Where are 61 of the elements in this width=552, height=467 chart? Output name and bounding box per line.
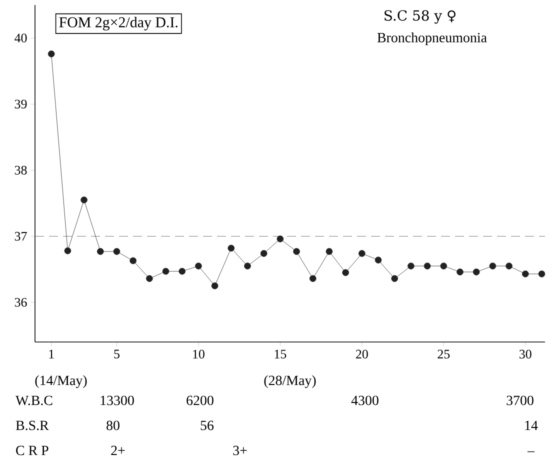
text: –	[527, 451, 535, 452]
chart-subtitle: S.C 58 y ♀	[384, 10, 456, 24]
point	[424, 262, 431, 270]
point	[374, 256, 382, 264]
y-tick-label: 39	[14, 100, 27, 108]
text: B.S.R	[16, 420, 49, 430]
point	[48, 50, 55, 58]
point	[211, 282, 218, 290]
point	[97, 248, 104, 255]
y-tick-label: 36	[14, 298, 27, 307]
point	[80, 196, 88, 204]
text: (28/May)	[264, 375, 316, 388]
point	[178, 268, 186, 275]
annotation: Bronchopneumonia	[377, 32, 487, 46]
text: 4300	[351, 396, 378, 406]
point	[195, 262, 202, 270]
point	[342, 269, 349, 276]
point	[260, 250, 268, 257]
point	[391, 275, 398, 282]
y-tick-label: 40	[14, 34, 27, 42]
point	[440, 262, 448, 270]
x-tick-label: 30	[520, 350, 532, 359]
x-tick-label: 10	[193, 350, 204, 359]
text: 2+	[111, 446, 125, 455]
y-tick-label: 38	[14, 166, 27, 175]
text: (14/May)	[35, 375, 87, 388]
point	[522, 270, 529, 278]
point	[489, 262, 496, 270]
x-tick-label: 15	[274, 350, 286, 358]
point	[244, 262, 251, 270]
text: 6200	[186, 396, 214, 406]
text: W.B.C	[16, 396, 52, 406]
point	[538, 270, 546, 278]
text: 3+	[233, 446, 247, 456]
point	[162, 268, 170, 275]
point	[130, 257, 136, 264]
x-tick-label: 20	[356, 350, 368, 359]
point	[326, 248, 333, 255]
text: 3700	[506, 396, 534, 406]
point	[408, 262, 414, 270]
point	[276, 236, 284, 242]
point	[113, 248, 120, 255]
point	[228, 244, 235, 252]
text: 80	[106, 420, 120, 430]
point	[310, 275, 316, 282]
x-tick-label: 5	[114, 350, 120, 358]
text: 13300	[100, 396, 134, 406]
text: C R P	[16, 446, 48, 456]
point	[64, 247, 72, 254]
text: 14	[525, 420, 538, 430]
x-tick-label: 1	[49, 350, 54, 358]
point	[506, 262, 512, 270]
point	[472, 268, 480, 276]
point	[293, 248, 300, 255]
text: FOM 2g×2/day D.I.	[59, 16, 178, 30]
point	[146, 275, 153, 282]
x-tick-label: 25	[438, 350, 450, 358]
text: 56	[200, 420, 214, 430]
point	[358, 250, 366, 257]
y-tick-label: 37	[14, 232, 27, 241]
point	[456, 268, 464, 276]
